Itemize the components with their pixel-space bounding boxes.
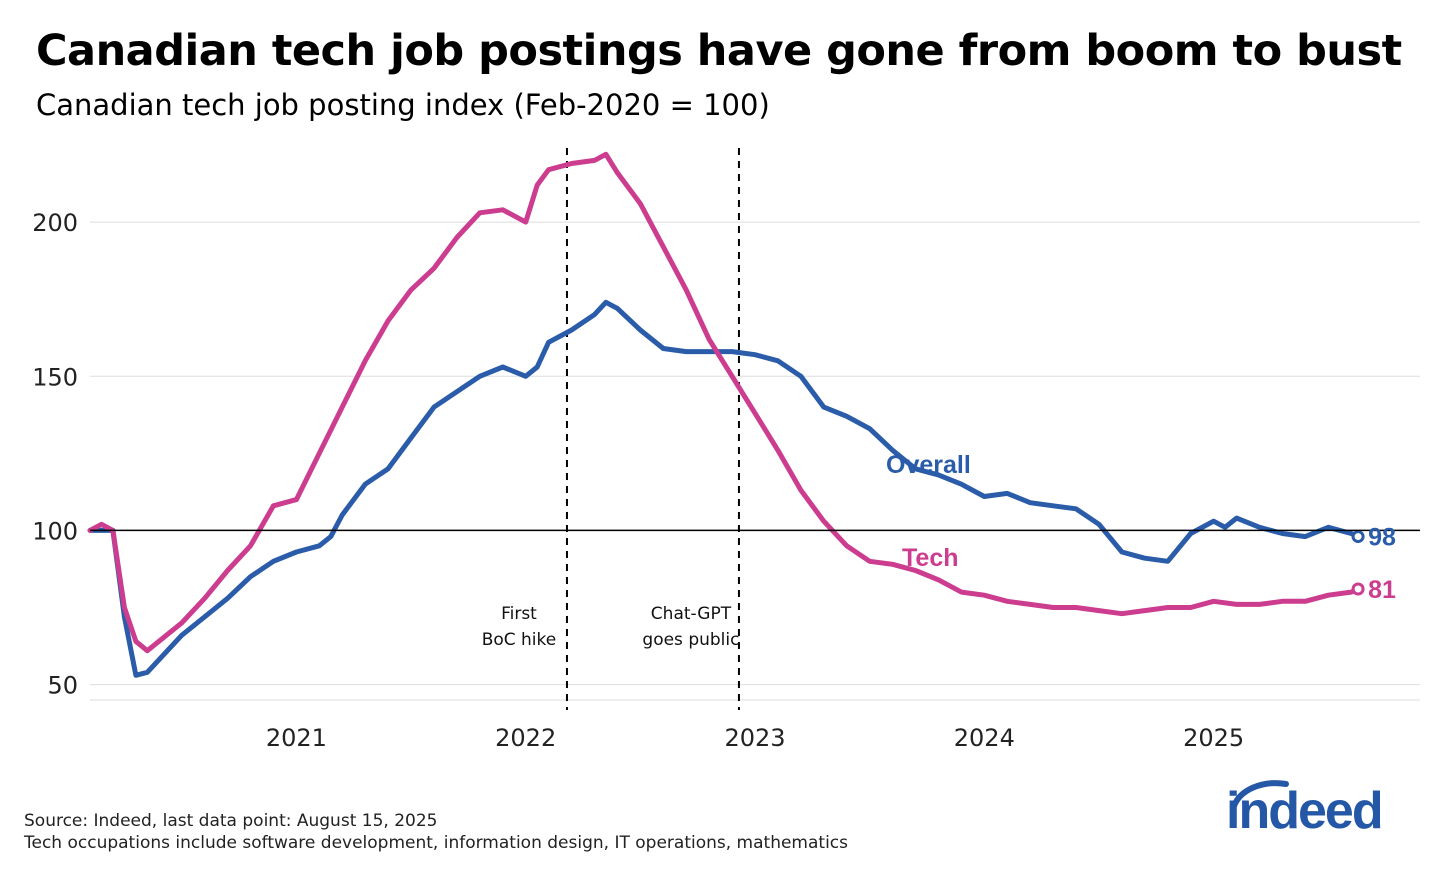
series-label-overall: Overall xyxy=(886,451,971,479)
y-tick-label: 200 xyxy=(32,209,78,237)
event-annotation: BoC hike xyxy=(482,630,557,650)
event-lines xyxy=(565,148,740,710)
series-lines xyxy=(87,151,1420,678)
event-annotation: goes public xyxy=(642,630,739,650)
event-annotation: First xyxy=(501,604,537,624)
labels: 50 100 150 200 2021 2022 2023 2024 2025 First BoC … xyxy=(32,209,1396,752)
series-end-label: 81 xyxy=(1368,576,1396,604)
x-tick-label: 2022 xyxy=(495,724,556,752)
logo-arc xyxy=(1231,780,1289,809)
series-label-tech: Tech xyxy=(902,544,959,572)
chart-subtitle: Canadian tech job posting index (Feb-202… xyxy=(36,88,770,122)
source-note: Source: Indeed, last data point: August … xyxy=(24,811,438,831)
gridlines xyxy=(90,221,1420,701)
event-annotation: Chat-GPT xyxy=(651,604,732,624)
chart-title: Canadian tech job postings have gone fro… xyxy=(36,26,1402,76)
series-end-label: 98 xyxy=(1368,524,1396,552)
series-line-tech xyxy=(87,151,1361,654)
x-tick-label: 2021 xyxy=(266,724,327,752)
y-tick-label: 100 xyxy=(32,517,78,545)
series-line-overall xyxy=(87,299,1361,678)
y-tick-label: 50 xyxy=(47,672,78,700)
definition-note: Tech occupations include software develo… xyxy=(24,833,848,853)
y-tick-label: 150 xyxy=(32,363,78,391)
x-tick-label: 2025 xyxy=(1183,724,1244,752)
series-end-marker xyxy=(1351,582,1365,596)
x-tick-label: 2023 xyxy=(724,724,785,752)
x-tick-label: 2024 xyxy=(954,724,1015,752)
logo-text: indeed xyxy=(1226,782,1382,840)
series-end-marker xyxy=(1351,530,1365,544)
indeed-logo: indeed xyxy=(1226,780,1384,840)
